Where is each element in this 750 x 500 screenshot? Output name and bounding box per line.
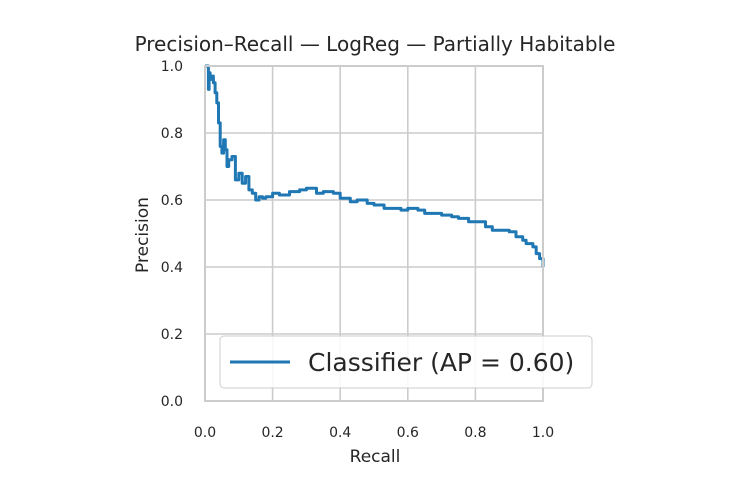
curve-layer	[205, 64, 545, 267]
x-tick-label: 0.4	[329, 425, 351, 441]
y-axis-label: Precision	[133, 197, 153, 273]
x-tick-label: 1.0	[532, 425, 554, 441]
y-tick-label: 0.0	[161, 394, 183, 410]
y-tick-label: 0.2	[161, 327, 183, 343]
ticks: 0.0 0.2 0.4 0.6 0.8 1.0 0.0 0.2 0.4 0.6 0.8 1.0	[161, 59, 554, 441]
y-tick-label: 0.6	[161, 193, 183, 209]
plot-frame	[204, 65, 544, 402]
x-axis-label: Recall	[350, 447, 401, 467]
x-tick-label: 0.6	[397, 425, 419, 441]
y-tick-label: 1.0	[161, 59, 183, 75]
legend: Classifier (AP = 0.60)	[219, 335, 593, 389]
x-tick-label: 0.8	[464, 425, 486, 441]
x-tick-label: 0.2	[261, 425, 283, 441]
pr-curve-series-0	[205, 64, 545, 267]
y-tick-label: 0.4	[161, 260, 183, 276]
chart-title: Precision–Recall — LogReg — Partially Ha…	[135, 32, 616, 56]
legend-box	[219, 335, 593, 389]
y-tick-label: 0.8	[161, 126, 183, 142]
legend-label-classifier: Classifier (AP = 0.60)	[308, 348, 574, 377]
x-tick-label: 0.0	[194, 425, 216, 441]
